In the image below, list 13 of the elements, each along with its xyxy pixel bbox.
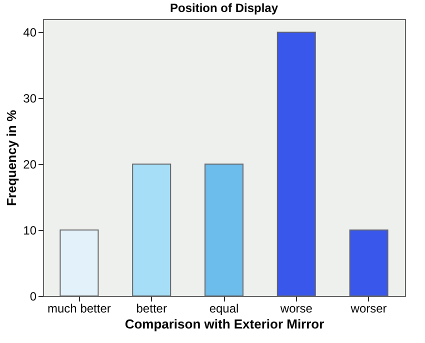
x-tick-label: worser [350,302,387,316]
y-tick-label: 0 [30,290,37,304]
y-tick-label: 10 [23,224,37,238]
x-axis-title: Comparison with Exterior Mirror [124,316,324,332]
x-tick-label: equal [209,302,239,316]
x-tick-label: worse [279,302,313,316]
y-tick-label: 40 [23,26,37,40]
chart-title: Position of Display [170,1,278,15]
y-tick-label: 20 [23,158,37,172]
y-tick-label: 30 [23,92,37,106]
x-tick-label: much better [48,302,111,316]
y-axis-title: Frequency in % [4,110,20,206]
x-tick-label: better [136,302,167,316]
